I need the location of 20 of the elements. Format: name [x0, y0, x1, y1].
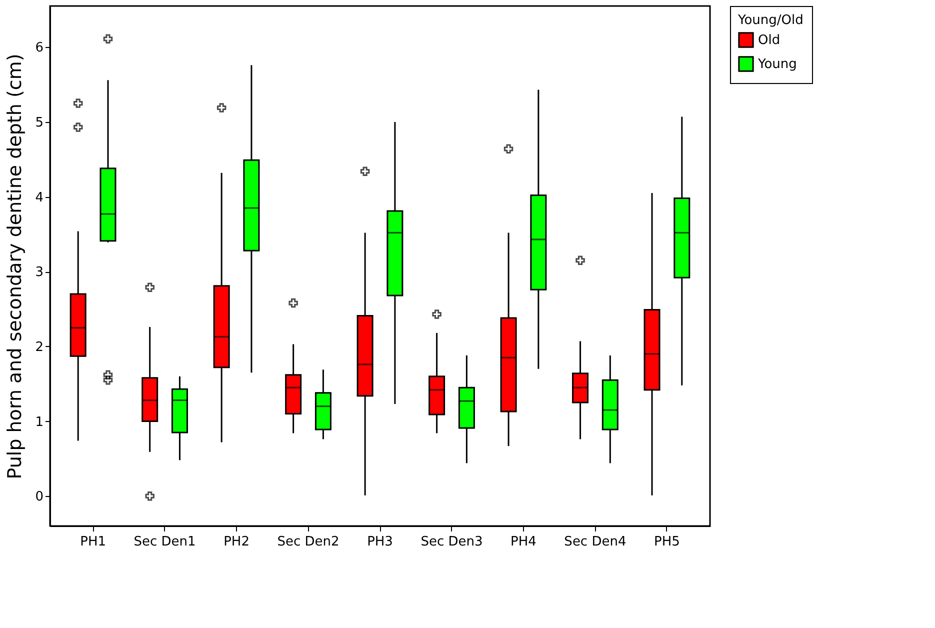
- x-tick-label: Sec Den1: [134, 534, 196, 550]
- y-axis-title: Pulp horn and secondary dentine depth (cm): [4, 54, 26, 480]
- x-tick-label: PH4: [510, 534, 536, 550]
- x-tick-label: Sec Den2: [277, 534, 340, 550]
- x-tick-label: Sec Den4: [564, 534, 626, 550]
- legend-title: Young/Old: [737, 13, 804, 28]
- y-tick-label: 3: [35, 265, 44, 280]
- y-tick-label: 2: [35, 340, 44, 355]
- y-tick-label: 6: [35, 40, 44, 56]
- x-tick-label: PH2: [224, 534, 250, 550]
- y-tick-label: 5: [35, 115, 44, 130]
- x-tick-label: PH1: [80, 534, 106, 550]
- x-tick-label: PH5: [654, 534, 680, 550]
- y-tick-label: 1: [35, 414, 44, 430]
- legend-label: Young: [757, 57, 797, 72]
- y-tick-label: 4: [35, 190, 44, 206]
- legend-label: Old: [758, 33, 780, 48]
- y-tick-label: 0: [35, 490, 44, 505]
- x-tick-label: Sec Den3: [420, 534, 483, 550]
- x-tick-label: PH3: [367, 534, 393, 550]
